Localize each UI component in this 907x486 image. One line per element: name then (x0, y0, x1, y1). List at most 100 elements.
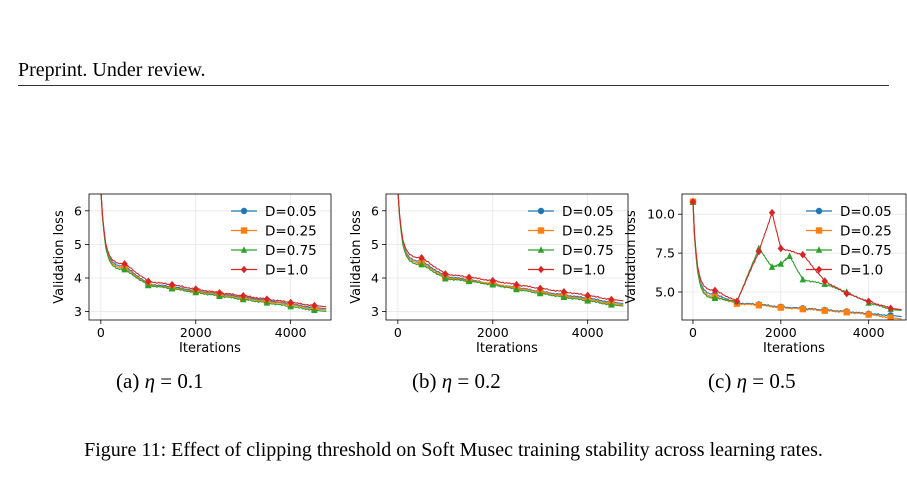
x-axis-label: Iterations (476, 341, 538, 356)
subfigure-label-b: (b) η = 0.2 (412, 369, 501, 393)
chart-svg-a: 0 2000 4000 3 4 5 6 Iterations Validation loss D=… (52, 187, 332, 356)
data-point (537, 289, 544, 297)
data-point (786, 252, 793, 260)
chart-lr-0.1: 0 2000 4000 3 4 5 6 Iterations Validation loss D=… (45, 186, 335, 356)
figure-caption: Figure 11: Effect of clipping threshold … (84, 439, 823, 461)
data-point (121, 260, 128, 268)
data-point (121, 265, 128, 273)
plot-area (98, 187, 327, 314)
legend-item: D=0.75 (806, 243, 892, 259)
legend-label: D=0.05 (562, 204, 614, 220)
legend-item: D=1.0 (528, 263, 605, 279)
data-point (100, 194, 102, 195)
series-line (397, 194, 624, 307)
series-line (397, 194, 624, 302)
y-tick-label: 4 (371, 271, 379, 286)
plot-area (689, 197, 902, 320)
x-axis-label: Iterations (179, 341, 241, 356)
legend-item: D=1.0 (231, 263, 308, 279)
legend-label: D=0.25 (265, 224, 317, 240)
axes: 0 2000 4000 3 4 5 6 Iterations Validation loss (52, 203, 307, 356)
data-point (711, 286, 719, 295)
legend-marker (815, 265, 823, 274)
x-tick-label: 4000 (572, 325, 604, 340)
data-point (395, 187, 401, 193)
legend-item: D=0.25 (806, 224, 892, 240)
data-point (192, 285, 199, 293)
data-point (777, 244, 785, 253)
legend-marker (240, 265, 248, 274)
legend-marker (815, 227, 823, 234)
legend-marker (537, 265, 545, 274)
axes: 0 2000 4000 3 4 5 6 Iterations Validation loss (349, 203, 604, 356)
data-point (311, 301, 318, 310)
legend: D=0.05 D=0.25 D=0.75 D=1.0 (806, 204, 892, 279)
data-point (777, 304, 785, 311)
data-point (263, 295, 271, 303)
data-point (98, 187, 104, 193)
legend-label: D=0.25 (562, 224, 614, 240)
running-header: Preprint. Under review. (18, 59, 206, 81)
data-point (418, 260, 425, 268)
legend-item: D=1.0 (806, 263, 883, 279)
series-D=0.75 (395, 187, 624, 308)
x-tick-label: 0 (394, 325, 402, 340)
y-tick-label: 5 (371, 237, 379, 252)
x-tick-label: 2000 (765, 325, 797, 340)
y-tick-label: 10.0 (647, 207, 675, 222)
legend-marker (815, 246, 823, 253)
legend-item: D=0.05 (806, 204, 892, 220)
data-point (442, 274, 449, 282)
data-point (799, 305, 806, 313)
data-point (843, 309, 850, 316)
data-point (608, 301, 615, 308)
legend-marker (537, 227, 545, 234)
data-point (887, 304, 894, 313)
axes: 0 2000 4000 5.0 7.5 10.0 Iterations Validation … (624, 207, 885, 356)
chart-svg-c: 0 2000 4000 5.0 7.5 10.0 Iterations Validation … (624, 193, 907, 356)
y-tick-label: 4 (74, 271, 82, 286)
data-point (311, 306, 318, 314)
grid (89, 194, 331, 320)
legend-label: D=0.75 (562, 243, 614, 259)
y-axis-label: Validation loss (52, 210, 67, 304)
y-tick-label: 5 (74, 237, 82, 252)
legend-label: D=1.0 (562, 263, 605, 279)
data-point (287, 298, 294, 307)
legend-label: D=0.25 (840, 224, 892, 240)
data-point (768, 208, 776, 217)
legend-marker (537, 246, 545, 253)
x-axis-label: Iterations (763, 341, 825, 356)
x-tick-label: 2000 (477, 325, 509, 340)
x-tick-label: 4000 (275, 325, 307, 340)
data-point (395, 187, 401, 194)
series-line (100, 194, 327, 308)
data-point (584, 297, 591, 304)
header-rule (18, 85, 889, 86)
y-tick-label: 3 (371, 304, 379, 319)
plot-area (395, 187, 624, 308)
legend-label: D=0.75 (840, 243, 892, 259)
chart-svg-b: 0 2000 4000 3 4 5 6 Iterations Validation loss D=… (349, 187, 629, 356)
data-point (777, 260, 785, 267)
series-line (397, 194, 624, 306)
data-point (395, 187, 401, 193)
y-tick-label: 6 (371, 203, 379, 218)
legend-marker (815, 207, 823, 215)
data-point (711, 294, 719, 302)
y-tick-label: 7.5 (655, 246, 675, 261)
legend-item: D=0.75 (528, 243, 614, 259)
x-tick-label: 0 (97, 325, 105, 340)
series-line (100, 194, 327, 311)
legend-marker (537, 207, 545, 215)
chart-lr-0.2: 0 2000 4000 3 4 5 6 Iterations Validation loss D=… (342, 186, 632, 356)
x-tick-label: 2000 (180, 325, 212, 340)
legend-label: D=0.05 (840, 204, 892, 220)
axes-frame (681, 193, 907, 321)
data-point (397, 194, 399, 195)
series-line (100, 194, 327, 313)
data-point (513, 285, 520, 293)
x-tick-label: 0 (689, 325, 697, 340)
data-point (799, 275, 806, 283)
data-point (768, 263, 776, 270)
